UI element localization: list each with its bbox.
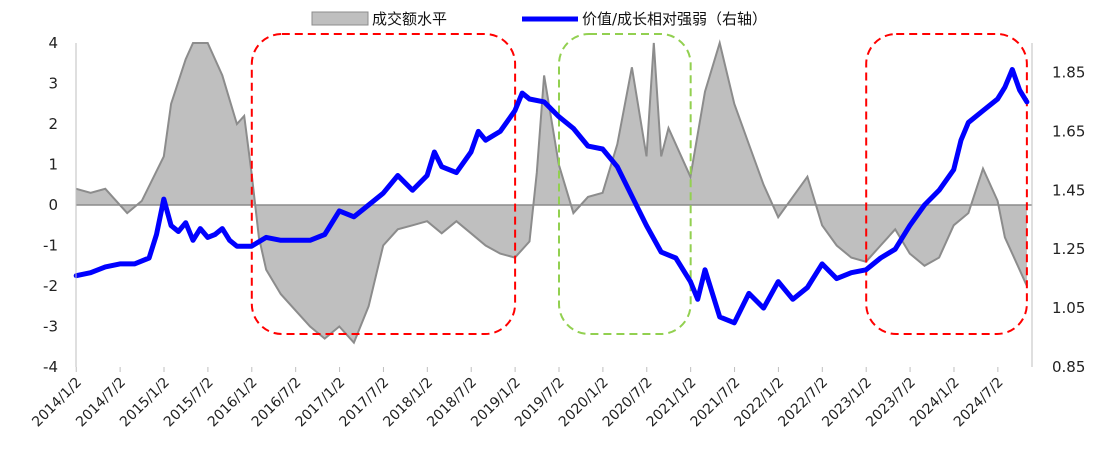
legend-label-turnover: 成交额水平	[372, 10, 447, 28]
legend-label-value-growth: 价值/成长相对强弱（右轴）	[582, 10, 767, 28]
left-tick-label: -1	[43, 237, 58, 255]
right-tick-label: 1.05	[1052, 299, 1085, 317]
highlight-box-3	[865, 33, 1028, 335]
plot-area	[73, 33, 1032, 345]
left-tick-label: 4	[48, 34, 58, 52]
left-tick-label: -3	[43, 318, 58, 336]
highlight-box-2	[557, 33, 692, 335]
right-tick-label: 1.25	[1052, 240, 1085, 258]
legend-swatch-turnover	[311, 11, 369, 26]
right-tick-label: 0.85	[1052, 358, 1085, 376]
left-tick-label: 0	[48, 196, 58, 214]
left-tick-label: 2	[48, 115, 58, 133]
area-turnover	[76, 43, 1027, 343]
left-tick-label: -2	[43, 277, 58, 295]
right-tick-label: 1.85	[1052, 63, 1085, 81]
left-tick-label: 1	[48, 156, 58, 174]
right-tick-label: 1.65	[1052, 122, 1085, 140]
legend: 成交额水平 价值/成长相对强弱（右轴）	[311, 10, 767, 28]
left-tick-label: -4	[43, 358, 58, 376]
left-tick-label: 3	[48, 75, 58, 93]
highlight-box-1	[250, 33, 517, 335]
line-value-growth	[73, 67, 1030, 326]
right-tick-label: 1.45	[1052, 181, 1085, 199]
